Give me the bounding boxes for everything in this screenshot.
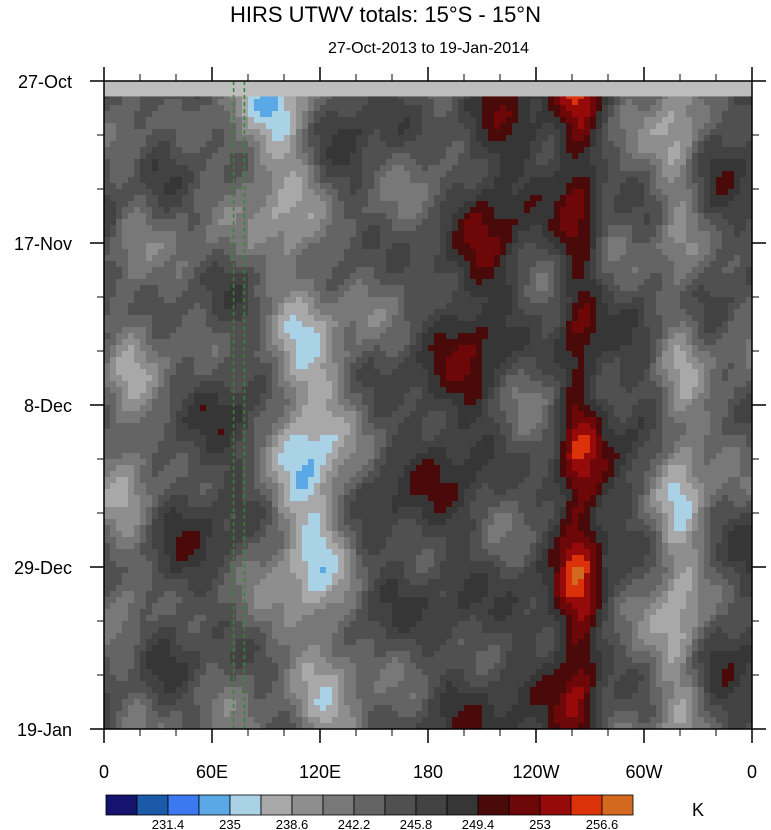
y-tick-label-1: 17-Nov [14,234,72,254]
x-tick-label-0: 0 [99,762,109,782]
colorbar-label-1: 235 [219,817,241,830]
colorbar-swatch-5 [260,794,293,816]
x-tick-label-2: 120E [299,762,341,782]
colorbar-swatch-12 [477,794,510,816]
x-tick-label-3: 180 [413,762,443,782]
colorbar-swatch-13 [508,794,541,816]
reference-lines [232,81,246,729]
colorbar-swatch-4 [229,794,262,816]
contour-field [104,81,752,729]
y-tick-label-0: 27-Oct [18,72,72,92]
colorbar-label-3: 242.2 [338,817,371,830]
axis-ticks: 0 60E 120E 180 120W 60W 0 27-Oct 17-Nov 8-Dec 29-D… [14,67,766,782]
colorbar-swatch-3 [198,794,231,816]
colorbar-swatch-8 [353,794,386,816]
colorbar-unit: K [692,800,705,820]
x-tick-label-4: 120W [512,762,559,782]
colorbar-swatch-6 [291,794,324,816]
colorbar-label-6: 253 [529,817,551,830]
colorbar-label-0: 231.4 [152,817,185,830]
colorbar: 231.4 235 238.6 242.2 245.8 249.4 253 256.6 [105,794,634,830]
colorbar-swatch-15 [570,794,603,816]
chart-title: HIRS UTWV totals: 15°S - 15°N [229,2,541,27]
y-tick-label-3: 29-Dec [14,558,72,578]
colorbar-swatch-2 [167,794,200,816]
colorbar-swatch-16 [601,794,634,816]
x-tick-label-5: 60W [625,762,662,782]
x-tick-label-6: 0 [747,762,757,782]
colorbar-swatch-14 [539,794,572,816]
y-tick-label-2: 8-Dec [24,396,72,416]
x-tick-label-1: 60E [196,762,228,782]
colorbar-label-5: 249.4 [462,817,495,830]
y-tick-label-4: 19-Jan [17,720,72,740]
colorbar-swatch-11 [446,794,479,816]
colorbar-label-7: 256.6 [586,817,619,830]
colorbar-label-2: 238.6 [276,817,309,830]
colorbar-label-4: 245.8 [400,817,433,830]
colorbar-swatch-0 [105,794,138,816]
colorbar-swatch-7 [322,794,355,816]
chart-subtitle: 27-Oct-2013 to 19-Jan-2014 [327,40,529,57]
colorbar-swatch-10 [415,794,448,816]
colorbar-swatch-9 [384,794,417,816]
missing-data-band [104,81,752,97]
colorbar-swatch-1 [136,794,169,816]
